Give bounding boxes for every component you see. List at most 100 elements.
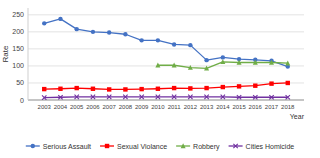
data-point [188, 43, 192, 47]
x-axis-label: Year [290, 113, 305, 120]
x-tick-label: 2013 [200, 104, 214, 110]
data-point [237, 60, 242, 65]
legend-item: Robbery [176, 143, 220, 151]
y-tick-label: 0 [20, 97, 24, 104]
x-tick-label: 2006 [86, 104, 100, 110]
series-line [44, 83, 288, 89]
data-point [204, 86, 208, 90]
grid-line [28, 14, 304, 15]
data-point [188, 95, 192, 99]
data-point [58, 17, 62, 21]
x-tick-label: 2014 [216, 104, 230, 110]
legend-label: Serious Assault [43, 143, 91, 150]
y-tick-label: 250 [12, 11, 24, 18]
data-point [172, 86, 176, 90]
legend-item: Serious Assault [26, 143, 91, 150]
x-tick-label: 2003 [38, 104, 52, 110]
data-point [123, 87, 127, 91]
legend-label: Sexual Violance [117, 143, 167, 150]
data-point [269, 95, 273, 99]
data-point [204, 58, 208, 62]
legend-marker [233, 144, 237, 148]
data-point [42, 95, 46, 99]
x-tick-label: 2004 [54, 104, 68, 110]
data-point [139, 38, 143, 42]
data-point [221, 85, 225, 89]
data-point [253, 83, 257, 87]
data-point [286, 81, 290, 85]
y-axis-label: Rate [1, 45, 10, 62]
data-point [204, 95, 208, 99]
data-point [220, 59, 225, 64]
data-point [269, 81, 273, 85]
grid-line [28, 48, 304, 49]
series-line [44, 96, 288, 98]
legend-item: Sexual Violance [100, 143, 167, 150]
data-point [221, 95, 225, 99]
data-point [58, 87, 62, 91]
y-tick-label: 200 [12, 28, 24, 35]
x-axis-line [28, 100, 304, 101]
data-point [155, 63, 160, 68]
data-point [285, 61, 290, 66]
data-point [91, 95, 95, 99]
y-tick-label: 100 [12, 62, 24, 69]
x-tick-label: 2015 [232, 104, 246, 110]
data-point [107, 95, 111, 99]
data-point [253, 60, 258, 65]
data-point [156, 95, 160, 99]
data-point [237, 95, 241, 99]
data-point [75, 27, 79, 31]
legend-marker [105, 144, 109, 148]
data-point [253, 95, 257, 99]
legend-marker [31, 144, 35, 148]
legend-item: Cities Homicide [229, 143, 295, 150]
legend-label: Robbery [193, 143, 220, 151]
data-point [188, 65, 193, 70]
data-point [221, 55, 225, 59]
x-tick-label: 2008 [119, 104, 133, 110]
data-point [237, 84, 241, 88]
y-axis-line [28, 8, 29, 100]
plot-area [42, 17, 290, 100]
data-point [75, 86, 79, 90]
x-tick-label: 2009 [135, 104, 149, 110]
data-point [107, 30, 111, 34]
series-line [44, 19, 288, 67]
data-point [188, 86, 192, 90]
x-tick-label: 2018 [281, 104, 295, 110]
data-point [42, 87, 46, 91]
legend-label: Cities Homicide [246, 143, 295, 150]
data-point [91, 30, 95, 34]
data-point [172, 42, 176, 46]
x-tick-label: 2012 [184, 104, 198, 110]
y-tick-label: 50 [16, 79, 24, 86]
legend: Serious Assault Sexual Violance Robbery Cit… [26, 143, 295, 151]
data-point [91, 87, 95, 91]
x-tick-label: 2010 [151, 104, 165, 110]
data-point [156, 87, 160, 91]
x-tick-label: 2005 [70, 104, 84, 110]
data-point [269, 60, 274, 65]
data-point [123, 95, 127, 99]
grid-line [28, 100, 304, 101]
data-point [156, 38, 160, 42]
x-tick-label: 2017 [265, 104, 279, 110]
y-tick-label: 150 [12, 45, 24, 52]
data-point [172, 95, 176, 99]
data-point [172, 63, 177, 68]
data-point [42, 21, 46, 25]
x-tick-label: 2016 [249, 104, 263, 110]
data-point [204, 66, 209, 71]
grid-line [28, 82, 304, 83]
data-point [139, 95, 143, 99]
legend-marker [181, 143, 186, 148]
data-point [139, 87, 143, 91]
data-point [123, 32, 127, 36]
data-point [58, 95, 62, 99]
grid-line [28, 31, 304, 32]
x-tick-label: 2007 [102, 104, 116, 110]
data-point [107, 87, 111, 91]
chart: 0501001502002502003200420052006200720082… [0, 0, 320, 158]
data-point [75, 95, 79, 99]
